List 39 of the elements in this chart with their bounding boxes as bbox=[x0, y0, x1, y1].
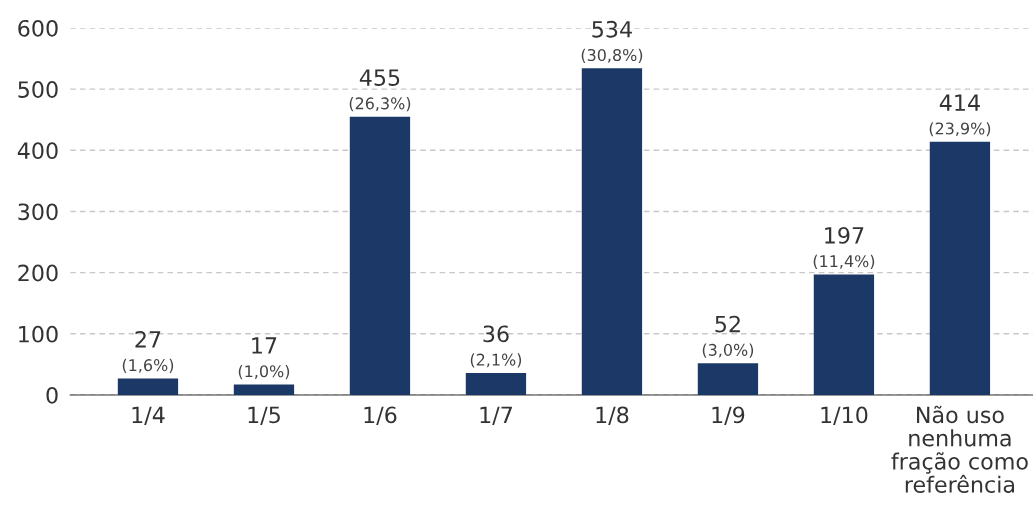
bar bbox=[697, 363, 759, 395]
x-tick-label: 1/7 bbox=[480, 406, 512, 426]
x-tick-label: 1/9 bbox=[712, 406, 745, 426]
data-label: 17 bbox=[252, 337, 277, 354]
x-tick-label: 1/6 bbox=[364, 406, 397, 426]
annotation: (2,1%) bbox=[470, 353, 522, 368]
annotation: (1,0%) bbox=[238, 364, 290, 380]
y-tick-label: 100 bbox=[19, 325, 58, 343]
y-tick-label: 400 bbox=[17, 142, 58, 160]
annotation: (3,0%) bbox=[702, 343, 754, 358]
data-label: 197 bbox=[825, 226, 864, 244]
annotation: (26,3%) bbox=[349, 97, 411, 112]
data-label: 414 bbox=[939, 94, 980, 111]
y-tick-label: 200 bbox=[18, 264, 58, 282]
x-tick-label: 1/5 bbox=[248, 406, 280, 426]
data-label: 36 bbox=[483, 325, 509, 343]
bar bbox=[465, 372, 527, 395]
annotation: (30,8%) bbox=[581, 48, 643, 63]
x-tick-label: 1/8 bbox=[596, 406, 629, 426]
bar bbox=[581, 68, 643, 395]
annotation: (11,4%) bbox=[813, 254, 875, 270]
annotation: (1,6%) bbox=[122, 358, 174, 374]
bar bbox=[813, 274, 875, 395]
data-label: 52 bbox=[715, 315, 740, 333]
bar bbox=[117, 378, 179, 395]
data-label: 534 bbox=[592, 20, 632, 38]
bar bbox=[929, 141, 991, 395]
bar bbox=[349, 116, 411, 395]
data-label: 27 bbox=[135, 330, 161, 348]
x-tick-label: 1/4 bbox=[132, 406, 165, 426]
x-tick-label: 1/10 bbox=[821, 406, 868, 426]
y-tick-label: 600 bbox=[18, 19, 58, 37]
bar bbox=[233, 384, 295, 395]
annotation: (23,9%) bbox=[929, 122, 991, 137]
data-label: 455 bbox=[359, 69, 400, 86]
y-tick-label: 500 bbox=[18, 81, 58, 98]
y-tick-label: 0 bbox=[46, 386, 58, 404]
x-tick-label: Não uso nenhuma fração como referência bbox=[891, 405, 1028, 493]
y-tick-label: 300 bbox=[18, 203, 58, 221]
